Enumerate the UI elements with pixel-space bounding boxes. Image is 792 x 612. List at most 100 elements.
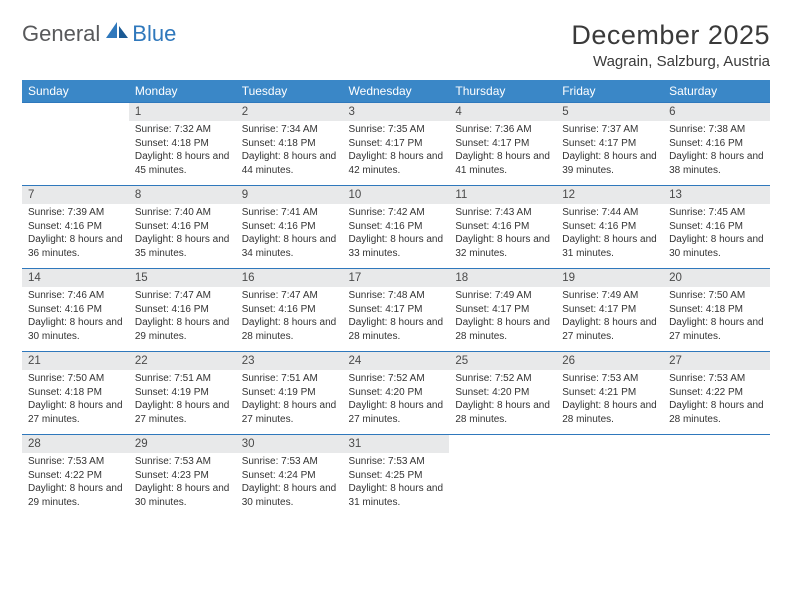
weekday-header: Thursday xyxy=(449,80,556,103)
daylight-line: Daylight: 8 hours and 27 minutes. xyxy=(135,399,230,426)
day-number-cell: 15 xyxy=(129,269,236,288)
sunset-line: Sunset: 4:16 PM xyxy=(28,220,123,234)
daylight-line: Daylight: 8 hours and 30 minutes. xyxy=(669,233,764,260)
day-number-row: 78910111213 xyxy=(22,186,770,205)
daylight-line: Daylight: 8 hours and 28 minutes. xyxy=(242,316,337,343)
logo-text-general: General xyxy=(22,21,100,47)
day-content: Sunrise: 7:35 AMSunset: 4:17 PMDaylight:… xyxy=(343,121,450,185)
day-content-row: Sunrise: 7:50 AMSunset: 4:18 PMDaylight:… xyxy=(22,370,770,435)
sunrise-line: Sunrise: 7:53 AM xyxy=(28,455,123,469)
sunrise-line: Sunrise: 7:44 AM xyxy=(562,206,657,220)
sunrise-line: Sunrise: 7:41 AM xyxy=(242,206,337,220)
sunset-line: Sunset: 4:18 PM xyxy=(28,386,123,400)
day-number-cell: 22 xyxy=(129,352,236,371)
day-content-cell: Sunrise: 7:44 AMSunset: 4:16 PMDaylight:… xyxy=(556,204,663,269)
day-number-cell: 23 xyxy=(236,352,343,371)
day-number: 13 xyxy=(663,186,770,204)
day-number-cell: 2 xyxy=(236,103,343,122)
day-content: Sunrise: 7:32 AMSunset: 4:18 PMDaylight:… xyxy=(129,121,236,185)
day-content: Sunrise: 7:45 AMSunset: 4:16 PMDaylight:… xyxy=(663,204,770,268)
day-number: 30 xyxy=(236,435,343,453)
location-label: Wagrain, Salzburg, Austria xyxy=(571,53,770,70)
day-number-cell: 13 xyxy=(663,186,770,205)
day-number-cell: 18 xyxy=(449,269,556,288)
day-content: Sunrise: 7:41 AMSunset: 4:16 PMDaylight:… xyxy=(236,204,343,268)
sunrise-line: Sunrise: 7:48 AM xyxy=(349,289,444,303)
sunrise-line: Sunrise: 7:53 AM xyxy=(669,372,764,386)
day-content-cell: Sunrise: 7:53 AMSunset: 4:24 PMDaylight:… xyxy=(236,453,343,517)
calendar-body: 123456Sunrise: 7:32 AMSunset: 4:18 PMDay… xyxy=(22,103,770,518)
day-number-cell: 20 xyxy=(663,269,770,288)
day-number-cell: 7 xyxy=(22,186,129,205)
day-number-cell: 14 xyxy=(22,269,129,288)
day-content: Sunrise: 7:51 AMSunset: 4:19 PMDaylight:… xyxy=(129,370,236,434)
day-number-cell: 5 xyxy=(556,103,663,122)
sunset-line: Sunset: 4:20 PM xyxy=(455,386,550,400)
day-number: 2 xyxy=(236,103,343,121)
day-content: Sunrise: 7:38 AMSunset: 4:16 PMDaylight:… xyxy=(663,121,770,185)
day-content: Sunrise: 7:50 AMSunset: 4:18 PMDaylight:… xyxy=(22,370,129,434)
day-number-cell: 24 xyxy=(343,352,450,371)
day-number-cell: 29 xyxy=(129,435,236,454)
daylight-line: Daylight: 8 hours and 39 minutes. xyxy=(562,150,657,177)
day-number-cell: 11 xyxy=(449,186,556,205)
day-content: Sunrise: 7:43 AMSunset: 4:16 PMDaylight:… xyxy=(449,204,556,268)
day-content-cell: Sunrise: 7:47 AMSunset: 4:16 PMDaylight:… xyxy=(236,287,343,352)
day-number: 21 xyxy=(22,352,129,370)
daylight-line: Daylight: 8 hours and 42 minutes. xyxy=(349,150,444,177)
day-content-cell: Sunrise: 7:47 AMSunset: 4:16 PMDaylight:… xyxy=(129,287,236,352)
day-content: Sunrise: 7:53 AMSunset: 4:25 PMDaylight:… xyxy=(343,453,450,517)
day-number-row: 28293031 xyxy=(22,435,770,454)
day-content-cell: Sunrise: 7:40 AMSunset: 4:16 PMDaylight:… xyxy=(129,204,236,269)
day-content-cell: Sunrise: 7:38 AMSunset: 4:16 PMDaylight:… xyxy=(663,121,770,186)
daylight-line: Daylight: 8 hours and 27 minutes. xyxy=(28,399,123,426)
sunset-line: Sunset: 4:16 PM xyxy=(135,303,230,317)
daylight-line: Daylight: 8 hours and 28 minutes. xyxy=(562,399,657,426)
day-number: 16 xyxy=(236,269,343,287)
day-content xyxy=(22,121,129,177)
day-content-cell: Sunrise: 7:41 AMSunset: 4:16 PMDaylight:… xyxy=(236,204,343,269)
day-number: 7 xyxy=(22,186,129,204)
daylight-line: Daylight: 8 hours and 28 minutes. xyxy=(455,399,550,426)
month-title: December 2025 xyxy=(571,20,770,51)
daylight-line: Daylight: 8 hours and 30 minutes. xyxy=(28,316,123,343)
daylight-line: Daylight: 8 hours and 30 minutes. xyxy=(135,482,230,509)
daylight-line: Daylight: 8 hours and 31 minutes. xyxy=(349,482,444,509)
day-content: Sunrise: 7:53 AMSunset: 4:22 PMDaylight:… xyxy=(22,453,129,517)
sunrise-line: Sunrise: 7:46 AM xyxy=(28,289,123,303)
day-number-cell: 25 xyxy=(449,352,556,371)
day-number-cell xyxy=(22,103,129,122)
sunset-line: Sunset: 4:18 PM xyxy=(242,137,337,151)
day-content: Sunrise: 7:53 AMSunset: 4:21 PMDaylight:… xyxy=(556,370,663,434)
sunset-line: Sunset: 4:19 PM xyxy=(242,386,337,400)
day-content xyxy=(449,453,556,509)
daylight-line: Daylight: 8 hours and 45 minutes. xyxy=(135,150,230,177)
day-content: Sunrise: 7:37 AMSunset: 4:17 PMDaylight:… xyxy=(556,121,663,185)
daylight-line: Daylight: 8 hours and 44 minutes. xyxy=(242,150,337,177)
sunrise-line: Sunrise: 7:52 AM xyxy=(455,372,550,386)
day-number: 19 xyxy=(556,269,663,287)
day-content: Sunrise: 7:47 AMSunset: 4:16 PMDaylight:… xyxy=(129,287,236,351)
day-content-cell: Sunrise: 7:52 AMSunset: 4:20 PMDaylight:… xyxy=(449,370,556,435)
day-content-cell xyxy=(449,453,556,517)
sunrise-line: Sunrise: 7:47 AM xyxy=(135,289,230,303)
day-number-cell: 30 xyxy=(236,435,343,454)
weekday-header-row: Sunday Monday Tuesday Wednesday Thursday… xyxy=(22,80,770,103)
sunrise-line: Sunrise: 7:32 AM xyxy=(135,123,230,137)
sunrise-line: Sunrise: 7:42 AM xyxy=(349,206,444,220)
day-number-cell xyxy=(663,435,770,454)
day-content: Sunrise: 7:51 AMSunset: 4:19 PMDaylight:… xyxy=(236,370,343,434)
sunrise-line: Sunrise: 7:38 AM xyxy=(669,123,764,137)
sunset-line: Sunset: 4:16 PM xyxy=(242,220,337,234)
sunset-line: Sunset: 4:16 PM xyxy=(242,303,337,317)
day-content-cell: Sunrise: 7:51 AMSunset: 4:19 PMDaylight:… xyxy=(236,370,343,435)
day-content-cell: Sunrise: 7:34 AMSunset: 4:18 PMDaylight:… xyxy=(236,121,343,186)
day-content-row: Sunrise: 7:53 AMSunset: 4:22 PMDaylight:… xyxy=(22,453,770,517)
day-number: 26 xyxy=(556,352,663,370)
logo-text-blue: Blue xyxy=(132,21,176,47)
day-content xyxy=(663,453,770,509)
daylight-line: Daylight: 8 hours and 34 minutes. xyxy=(242,233,337,260)
daylight-line: Daylight: 8 hours and 27 minutes. xyxy=(669,316,764,343)
daylight-line: Daylight: 8 hours and 30 minutes. xyxy=(242,482,337,509)
daylight-line: Daylight: 8 hours and 35 minutes. xyxy=(135,233,230,260)
